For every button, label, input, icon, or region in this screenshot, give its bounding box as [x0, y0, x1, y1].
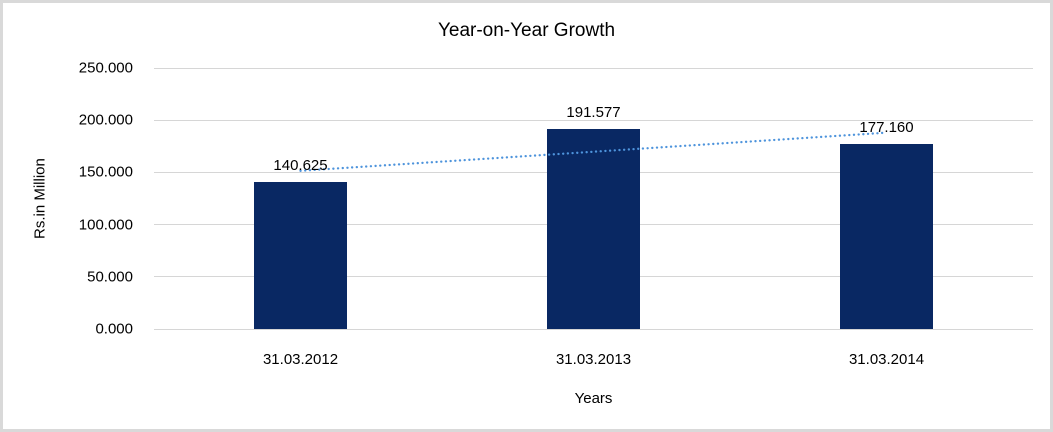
bar-value-label: 140.625: [273, 157, 328, 175]
gridline: [154, 119, 1033, 121]
y-tick-label: 150.000: [78, 163, 133, 181]
y-tick-label: 0.000: [95, 320, 133, 338]
plot-area: 140.625 191.577 177.160: [154, 67, 1033, 330]
x-category-label: 31.03.2012: [262, 351, 339, 368]
trendline: [299, 131, 888, 172]
x-category-label: 31.03.2014: [848, 351, 925, 368]
bar-31.03.2012: [254, 182, 347, 329]
bar-value-label: 177.160: [859, 119, 914, 137]
y-tick-label: 200.000: [78, 111, 133, 129]
x-axis-category-labels: 31.03.2012 31.03.2013 31.03.2014: [154, 351, 1033, 371]
trendline-svg: [299, 131, 888, 172]
bar-31.03.2013: [547, 129, 640, 329]
bar-31.03.2014: [840, 144, 933, 329]
y-tick-label: 50.000: [87, 268, 133, 286]
y-tick-label: 100.000: [78, 216, 133, 234]
gridline: [154, 328, 1033, 330]
gridline: [154, 67, 1033, 69]
x-axis-title: Years: [574, 390, 613, 407]
y-axis-tick-labels: 0.000 50.000 100.000 150.000 200.000 250.000: [3, 60, 133, 338]
x-category-label: 31.03.2013: [555, 351, 632, 368]
chart-title: Year-on-Year Growth: [437, 20, 616, 41]
bar-value-label: 191.577: [566, 103, 621, 121]
y-tick-label: 250.000: [78, 59, 133, 77]
